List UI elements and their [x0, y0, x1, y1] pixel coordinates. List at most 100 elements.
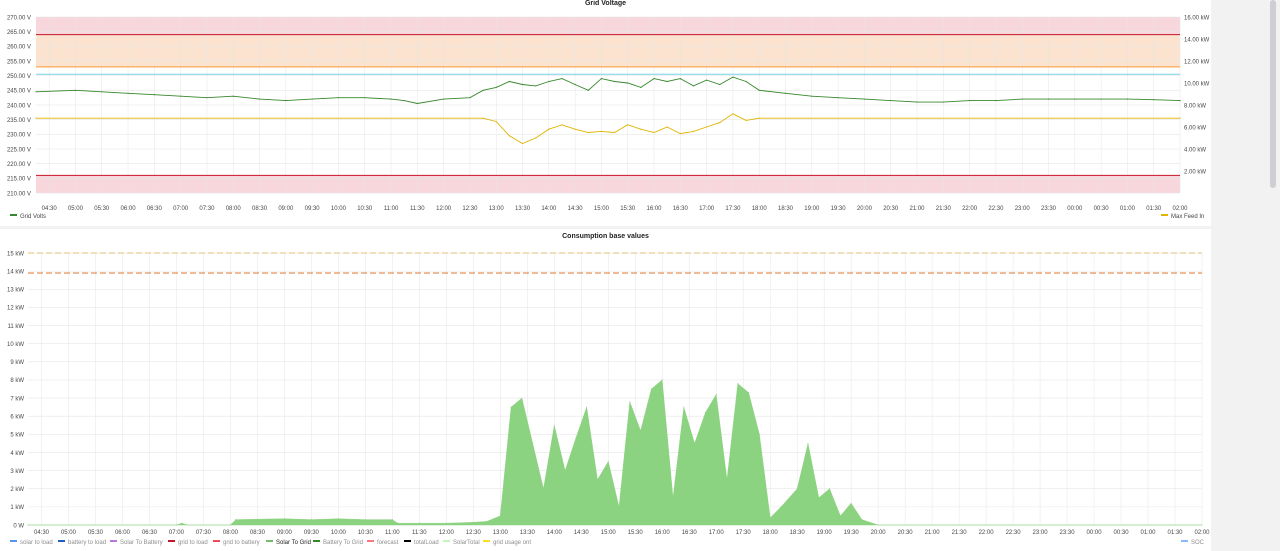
- data-point: [175, 524, 177, 526]
- data-point: [311, 98, 313, 100]
- data-point: [629, 401, 631, 403]
- x-tick-label: 16:00: [647, 206, 663, 212]
- data-point: [679, 78, 681, 80]
- x-tick-label: 13:00: [493, 530, 509, 536]
- x-tick-label: 02:00: [1194, 530, 1210, 536]
- x-tick-label: 08:30: [250, 530, 266, 536]
- data-point: [418, 522, 420, 524]
- data-point: [640, 430, 642, 432]
- x-tick-label: 15:30: [620, 206, 636, 212]
- legend-swatch: [443, 540, 450, 542]
- x-tick-label: 06:30: [147, 206, 163, 212]
- legend-swatch: [213, 540, 220, 542]
- x-tick-label: 08:00: [223, 530, 239, 536]
- legend-swatch: [1181, 540, 1188, 542]
- data-point: [661, 379, 663, 381]
- x-tick-label: 09:00: [277, 530, 293, 536]
- x-tick-label: 23:30: [1041, 206, 1057, 212]
- y-tick-label: 11 kW: [7, 324, 24, 330]
- x-tick-label: 13:30: [515, 206, 531, 212]
- data-point: [596, 479, 598, 481]
- y-right-tick-label: 4.00 kW: [1184, 147, 1206, 153]
- data-point: [486, 520, 488, 522]
- data-point: [1179, 100, 1181, 102]
- y-right-tick-label: 2.00 kW: [1184, 169, 1206, 175]
- y-tick-label: 8 kW: [10, 378, 24, 384]
- data-point: [666, 126, 668, 128]
- data-point: [508, 135, 510, 137]
- consumption-chart: 15 kW 14 kW 13 kW 12 kW 11 kW 10 kW 9 kW 8 kW 7 …: [7, 251, 1210, 546]
- data-point: [706, 126, 708, 128]
- data-point: [235, 519, 237, 521]
- y-left-tick-label: 215.00 V: [7, 177, 31, 183]
- data-point: [397, 522, 399, 524]
- data-point: [416, 102, 418, 105]
- y-left-tick-label: 220.00 V: [7, 162, 31, 168]
- y-left-tick-label: 235.00 V: [7, 118, 31, 124]
- data-point: [27, 524, 29, 526]
- data-point: [737, 383, 739, 385]
- x-tick-label: 17:30: [736, 530, 752, 536]
- x-tick-label: 07:00: [169, 530, 185, 536]
- legend-swatch: [168, 540, 175, 542]
- panel-title[interactable]: Consumption base values: [562, 233, 649, 240]
- y-tick-label: 5 kW: [10, 433, 24, 439]
- data-point: [127, 92, 129, 94]
- data-point: [258, 98, 261, 100]
- page-scrollbar[interactable]: [1270, 0, 1276, 188]
- y-left-tick-label: 265.00 V: [7, 30, 31, 36]
- data-point: [35, 117, 37, 119]
- legend-swatch: [10, 214, 17, 216]
- panel-title[interactable]: Grid Voltage: [584, 0, 627, 7]
- data-point: [445, 522, 447, 524]
- data-point: [495, 120, 497, 123]
- y-tick-label: 6 kW: [10, 415, 24, 421]
- data-point: [732, 76, 734, 78]
- data-point: [745, 80, 747, 83]
- x-tick-label: 07:30: [196, 530, 212, 536]
- x-tick-label: 14:00: [541, 206, 557, 212]
- y-left-tick-label: 240.00 V: [7, 103, 31, 109]
- data-point: [575, 437, 577, 439]
- data-point: [600, 78, 603, 80]
- data-point: [101, 91, 103, 93]
- data-point: [74, 89, 77, 91]
- data-point: [548, 80, 550, 83]
- x-tick-label: 18:30: [778, 206, 794, 212]
- grid-voltage-panel: Grid Voltage 270.00 V 265.00 V 260.00 V 255…: [0, 0, 1211, 226]
- data-point: [694, 442, 696, 444]
- x-tick-label: 14:30: [568, 206, 584, 212]
- data-point: [337, 97, 340, 99]
- x-tick-label: 12:30: [466, 530, 482, 536]
- x-tick-label: 15:30: [628, 530, 644, 536]
- series-line: [35, 76, 1181, 104]
- threshold-band: [36, 17, 1180, 35]
- y-right-tick-label: 6.00 kW: [1184, 125, 1206, 131]
- data-point: [726, 479, 728, 481]
- legend-swatch: [110, 540, 117, 542]
- x-tick-label: 23:30: [1060, 530, 1076, 536]
- data-point: [600, 130, 603, 132]
- x-tick-label: 18:00: [763, 530, 779, 536]
- data-point: [861, 519, 863, 521]
- x-tick-label: 22:30: [1006, 530, 1022, 536]
- x-tick-label: 18:00: [752, 206, 768, 212]
- data-point: [640, 86, 642, 88]
- data-point: [666, 80, 668, 83]
- data-point: [692, 85, 695, 87]
- x-tick-label: 22:00: [979, 530, 995, 536]
- legend-swatch: [266, 540, 273, 542]
- data-point: [916, 101, 918, 103]
- y-tick-label: 10 kW: [7, 342, 24, 348]
- data-point: [283, 518, 285, 520]
- x-tick-label: 21:30: [936, 206, 952, 212]
- data-point: [890, 100, 892, 102]
- y-tick-label: 15 kW: [7, 251, 24, 257]
- y-left-tick-label: 260.00 V: [7, 45, 31, 51]
- x-tick-label: 06:30: [142, 530, 158, 536]
- data-point: [180, 95, 182, 97]
- data-point: [586, 406, 588, 408]
- data-point: [574, 128, 576, 130]
- data-point: [818, 497, 820, 499]
- data-point: [181, 522, 183, 524]
